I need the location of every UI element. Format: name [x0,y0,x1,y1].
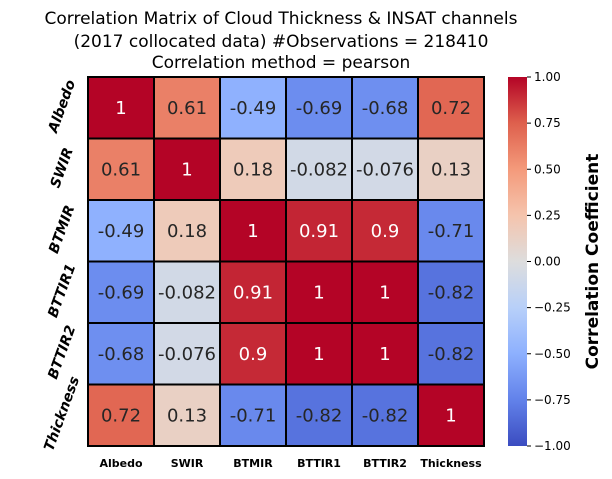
cell-value-label: -0.69 [98,282,145,303]
heatmap-cell [417,322,485,386]
cell-value-label: 1 [181,159,192,180]
heatmap-cell [285,383,353,447]
cell-value-label: -0.82 [428,282,475,303]
cell-value-label: -0.49 [98,221,145,242]
heatmap-cell [87,260,155,324]
heatmap-cell [351,199,419,263]
x-tick-label: BTTIR2 [363,457,407,470]
cell-value-label: -0.69 [296,98,343,119]
heatmap-cell [417,383,485,447]
cell-value-label: 0.72 [431,98,471,119]
cell-value-label: 1 [313,344,324,365]
x-tick-label: BTTIR1 [297,457,341,470]
cell-value-label: 0.18 [167,221,207,242]
title-line-3: Correlation method = pearson [152,53,411,73]
heatmap-cell [87,383,155,447]
heatmap-cell [285,199,353,263]
cell-value-label: -0.076 [158,344,216,365]
y-tick-label: Thickness [41,374,83,453]
heatmap-cell [417,137,485,201]
colorbar-tick-label: 0.50 [534,162,561,176]
cell-value-label: 0.91 [233,282,273,303]
cell-value-label: 1 [379,282,390,303]
cell-value-label: -0.68 [362,98,409,119]
colorbar-tick-label: 0.75 [534,116,561,130]
colorbar-tick-label: 0.25 [534,208,561,222]
cell-value-label: 1 [247,221,258,242]
colorbar-ticks: 1.00 0.75 0.50 0.25 0.00 −0.25 −0.50 −0.75 −1.00 [527,70,571,453]
x-tick-label: Albedo [99,457,142,470]
colorbar-gradient [508,77,527,446]
cell-value-label: 0.61 [167,98,207,119]
heatmap-cell [285,137,353,201]
heatmap-cell [153,199,221,263]
heatmap-cell [351,383,419,447]
cell-value-label: -0.82 [428,344,475,365]
cell-value-label: 0.9 [239,344,268,365]
cell-value-label: 1 [115,98,126,119]
title-line-1: Correlation Matrix of Cloud Thickness & … [45,9,518,29]
y-tick-label: SWIR [48,146,77,190]
colorbar-tick-label: −0.25 [534,301,571,315]
cell-value-label: -0.82 [296,405,343,426]
heatmap-cell [417,76,485,140]
cell-value-label: -0.082 [290,159,348,180]
heatmap-cell [351,322,419,386]
cell-value-label: -0.82 [362,405,409,426]
x-tick-label: BTMIR [233,457,273,470]
y-tick-label: BTMIR [46,203,78,256]
cell-value-label: 0.9 [371,221,400,242]
heatmap-cell [285,260,353,324]
colorbar-tick-label: −0.75 [534,393,571,407]
y-tick-label: Albedo [45,78,79,136]
x-tick-label: SWIR [171,457,204,470]
heatmap-cell [417,199,485,263]
cell-value-label: 0.91 [299,221,339,242]
cell-value-label: -0.68 [98,344,145,365]
title-line-2: (2017 collocated data) #Observations = 2… [74,32,489,52]
cell-value-label: 1 [445,405,456,426]
heatmap-cell [219,260,287,324]
x-tick-labels: Albedo SWIR BTMIR BTTIR1 BTTIR2 Thickness [99,457,482,470]
heatmap-cell [219,322,287,386]
cell-value-label: 0.72 [101,405,141,426]
cell-value-label: 1 [313,282,324,303]
cell-value-label: -0.71 [230,405,277,426]
colorbar-tick-label: 1.00 [534,70,561,84]
cell-value-label: 1 [379,344,390,365]
y-tick-label: BTTIR2 [45,323,79,381]
cell-value-label: -0.076 [356,159,414,180]
heatmap-cell [153,76,221,140]
cell-value-label: 0.13 [431,159,471,180]
heatmap-cell [417,260,485,324]
chart-title: Correlation Matrix of Cloud Thickness & … [45,9,518,73]
x-tick-label: Thickness [420,457,482,470]
cell-value-label: 0.61 [101,159,141,180]
colorbar: 1.00 0.75 0.50 0.25 0.00 −0.25 −0.50 −0.75 −1.00… [508,70,603,453]
cell-value-label: 0.13 [167,405,207,426]
cell-value-label: 0.18 [233,159,273,180]
y-tick-label: BTTIR1 [45,262,79,320]
colorbar-tick-label: −1.00 [534,439,571,453]
heatmap-cell [87,76,155,140]
colorbar-tick-label: −0.50 [534,347,571,361]
colorbar-tick-label: 0.00 [534,255,561,269]
heatmap-cell [153,260,221,324]
colorbar-label: Correlation Coefficient [583,154,603,370]
cell-annotations: 1 0.61 -0.49 -0.69 -0.68 0.720.61 1 0.18 -0.082-… [98,98,475,427]
heatmap-cells [87,76,485,447]
heatmap-cell [153,137,221,201]
cell-value-label: -0.49 [230,98,277,119]
heatmap-cell [351,260,419,324]
cell-value-label: -0.71 [428,221,475,242]
cell-value-label: -0.082 [158,282,216,303]
